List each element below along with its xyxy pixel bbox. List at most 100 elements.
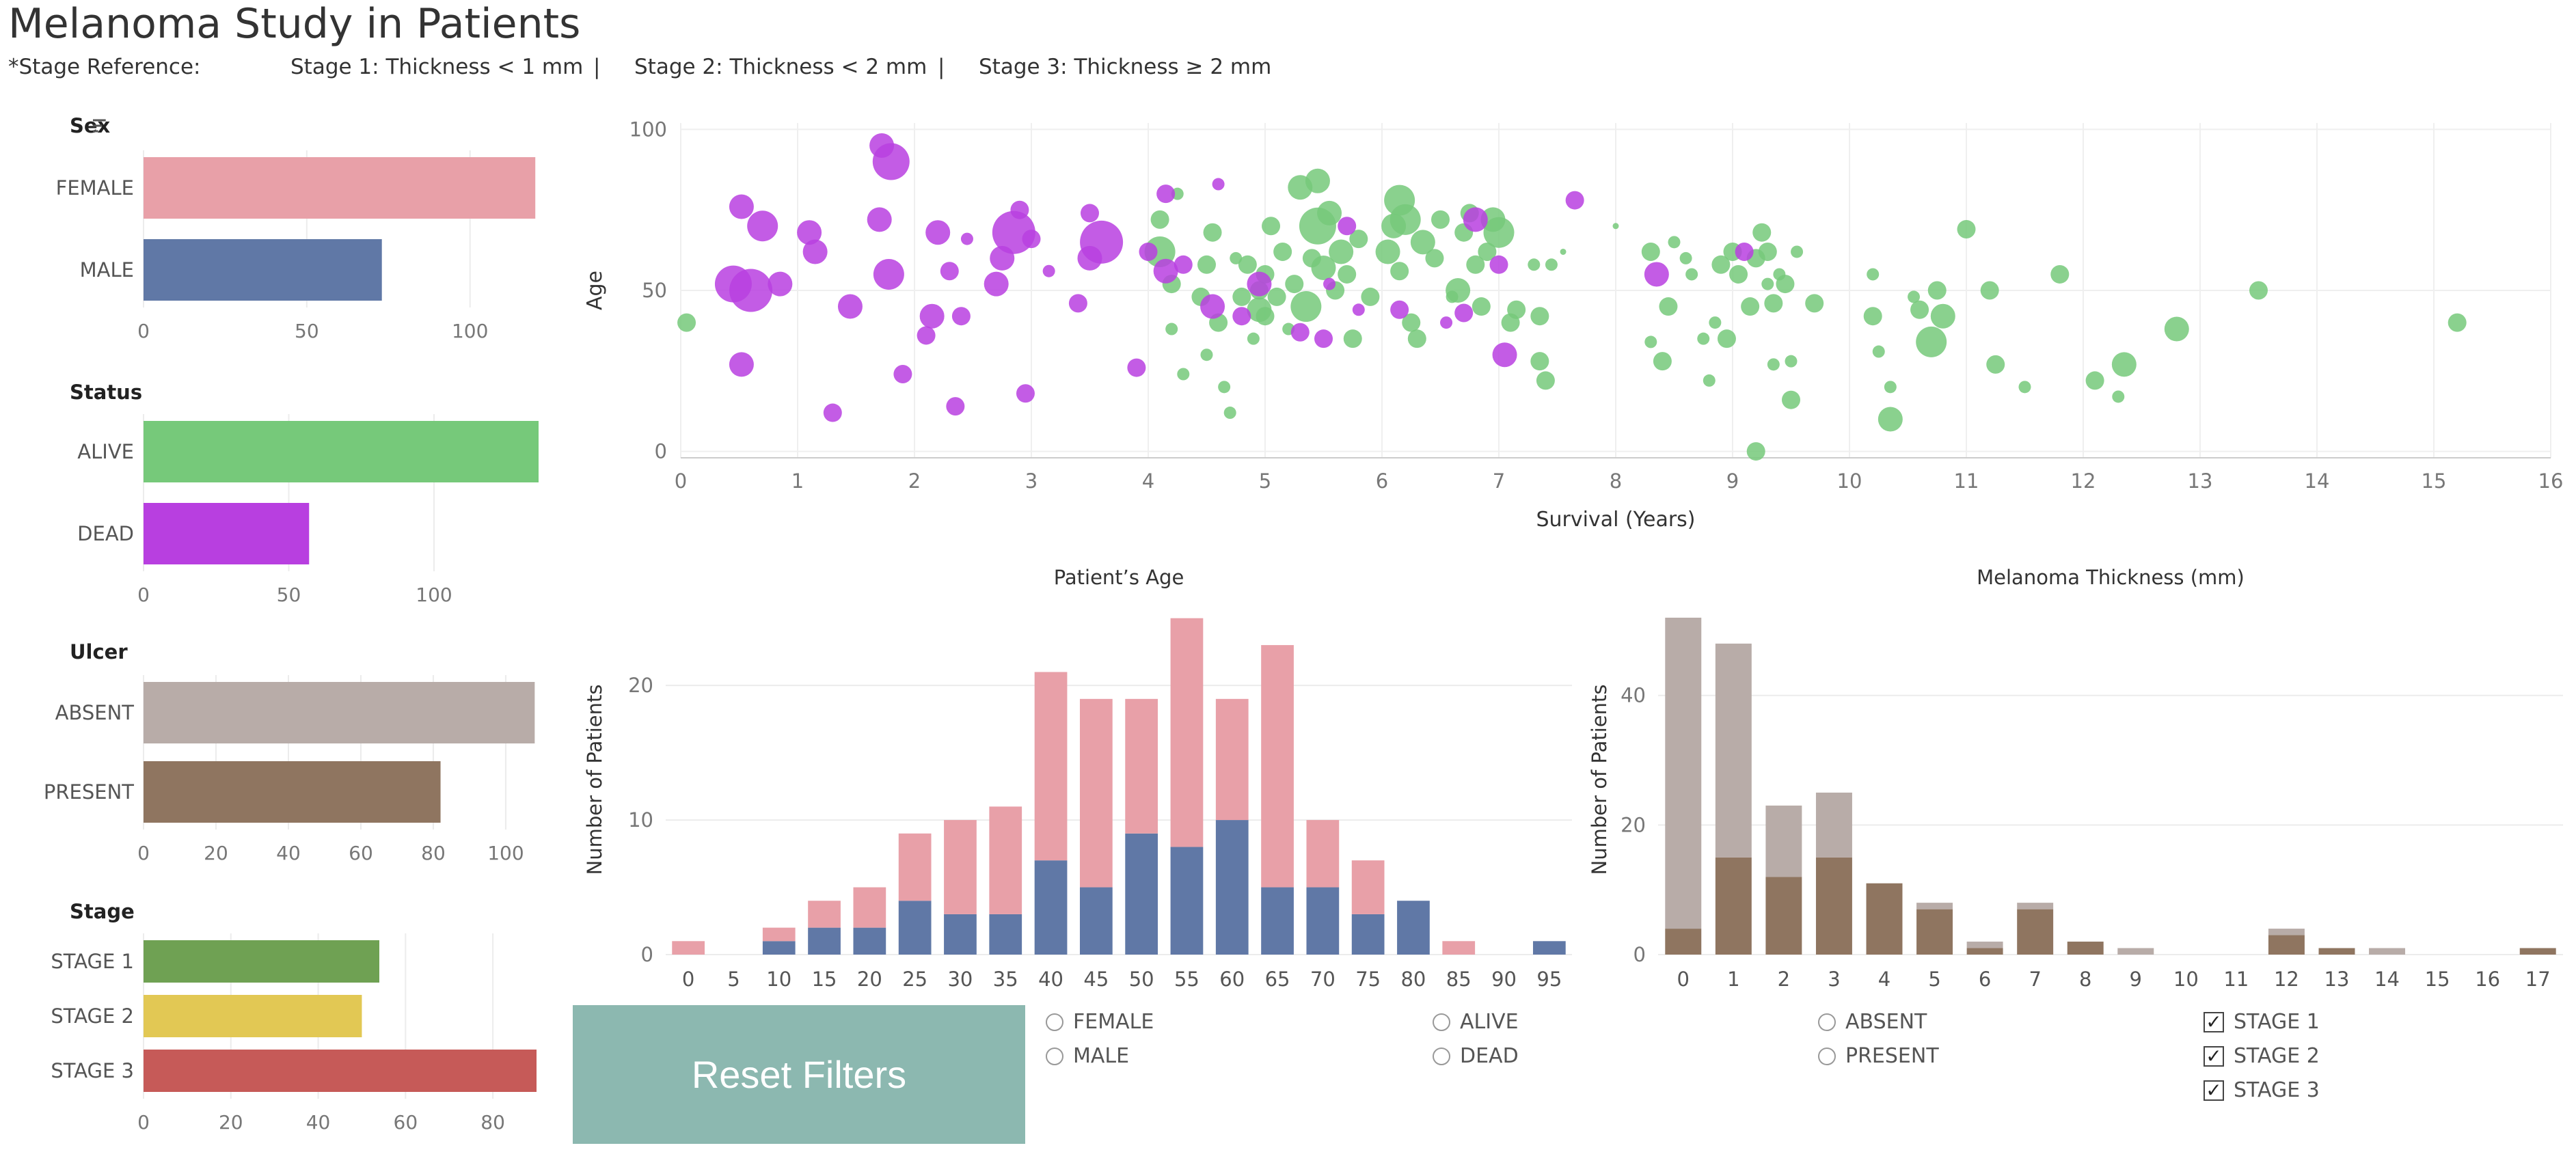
x-tick-label: 10 <box>766 968 791 991</box>
point-alive <box>1530 307 1549 326</box>
point-dead <box>1212 178 1225 191</box>
point-alive <box>1389 204 1421 235</box>
bar-present <box>2268 935 2305 955</box>
x-tick-label: 70 <box>1310 968 1336 991</box>
bar-male <box>1125 833 1158 955</box>
point-alive <box>1957 219 1976 238</box>
point-dead <box>919 303 945 329</box>
point-alive <box>2085 371 2104 390</box>
bar-absent <box>2369 948 2406 955</box>
point-dead <box>1440 316 1453 329</box>
point-alive <box>1741 297 1760 316</box>
x-tick-label: 7 <box>1493 469 1505 493</box>
filter-ulcer-absent[interactable]: ABSENT <box>1818 1010 1927 1034</box>
radio-icon[interactable] <box>1818 1047 1836 1065</box>
point-alive <box>1560 248 1567 255</box>
point-alive <box>1872 345 1885 358</box>
bar-present <box>1815 857 1852 955</box>
bar-female <box>944 820 977 914</box>
filter-label: DEAD <box>1460 1044 1519 1068</box>
filter-sex-female[interactable]: FEMALE <box>1046 1010 1154 1034</box>
point-alive <box>1507 300 1526 319</box>
radio-icon[interactable] <box>1818 1013 1836 1031</box>
bar-male <box>898 901 932 955</box>
point-dead <box>893 365 912 383</box>
x-tick-label: 80 <box>1400 968 1426 991</box>
point-alive <box>1407 329 1426 348</box>
x-tick-label: 65 <box>1265 968 1290 991</box>
bar-female <box>1079 698 1113 888</box>
radio-icon[interactable] <box>1433 1013 1450 1031</box>
point-alive <box>1267 287 1286 306</box>
point-alive <box>1980 281 1999 300</box>
point-alive <box>1203 223 1222 242</box>
x-tick-label: 35 <box>993 968 1018 991</box>
point-alive <box>1305 168 1330 193</box>
x-tick-label: 13 <box>2324 968 2350 991</box>
panel-title: Stage <box>70 900 135 923</box>
point-dead <box>1390 300 1409 319</box>
bar-absent <box>2017 903 2054 909</box>
y-tick-label: 20 <box>628 674 653 697</box>
point-alive <box>1472 297 1491 316</box>
point-alive <box>1659 297 1678 316</box>
filter-ulcer-present[interactable]: PRESENT <box>1818 1044 1939 1068</box>
point-dead <box>1492 342 1517 368</box>
bar-present <box>2067 942 2104 955</box>
x-tick-label: 13 <box>2188 469 2213 493</box>
bar-absent <box>2117 948 2154 955</box>
point-dead <box>1200 294 1225 319</box>
radio-icon[interactable] <box>1433 1047 1450 1065</box>
checkbox-icon[interactable]: ✓ <box>2204 1011 2224 1032</box>
bar-male <box>944 914 977 955</box>
bar-male <box>853 927 886 955</box>
bar-female <box>1306 820 1340 888</box>
point-dead <box>1290 323 1310 342</box>
x-tick-label: 0 <box>675 469 687 493</box>
y-tick-label: 0 <box>655 440 667 463</box>
bar-dead <box>144 503 310 564</box>
checkbox-icon[interactable]: ✓ <box>2204 1045 2224 1067</box>
y-tick-label: 0 <box>1633 943 1646 966</box>
point-alive <box>1653 352 1672 371</box>
bar-female <box>762 927 796 942</box>
point-alive <box>1791 245 1804 258</box>
filter-sex-male[interactable]: MALE <box>1046 1044 1129 1068</box>
filter-label: STAGE 1 <box>2234 1010 2320 1034</box>
point-dead <box>837 294 863 319</box>
bar-male <box>1397 901 1430 955</box>
tick-label: 80 <box>480 1111 505 1134</box>
point-alive <box>1329 239 1354 264</box>
bar-male <box>989 914 1022 955</box>
point-dead <box>1314 329 1333 348</box>
checkbox-icon[interactable]: ✓ <box>2204 1080 2224 1101</box>
point-dead <box>729 194 754 219</box>
point-dead <box>946 397 965 416</box>
x-tick-label: 2 <box>1778 968 1790 991</box>
reset-filters-button[interactable]: Reset Filters <box>573 1005 1025 1144</box>
point-alive <box>1150 210 1169 229</box>
bar-male <box>762 941 796 955</box>
y-tick-label: 50 <box>642 279 667 302</box>
point-alive <box>1375 239 1400 264</box>
radio-icon[interactable] <box>1046 1047 1063 1065</box>
tick-label: 20 <box>204 842 228 864</box>
point-dead <box>1174 255 1193 274</box>
filter-stage-2[interactable]: ✓ STAGE 2 <box>2204 1044 2320 1068</box>
point-alive <box>1431 210 1450 229</box>
filter-stage-3[interactable]: ✓ STAGE 3 <box>2204 1078 2320 1102</box>
point-alive <box>1703 374 1716 387</box>
point-alive <box>1425 249 1444 268</box>
point-dead <box>1022 230 1041 249</box>
filter-status-alive[interactable]: ALIVE <box>1433 1010 1519 1034</box>
x-tick-label: 12 <box>2274 968 2299 991</box>
point-dead <box>872 143 910 180</box>
tick-label: 0 <box>137 1111 150 1134</box>
filter-label: STAGE 2 <box>2234 1044 2320 1068</box>
bar-female <box>1261 645 1294 888</box>
point-alive <box>1466 255 1485 274</box>
category-label: FEMALE <box>56 176 134 200</box>
filter-status-dead[interactable]: DEAD <box>1433 1044 1519 1068</box>
radio-icon[interactable] <box>1046 1013 1063 1031</box>
filter-stage-1[interactable]: ✓ STAGE 1 <box>2204 1010 2320 1034</box>
